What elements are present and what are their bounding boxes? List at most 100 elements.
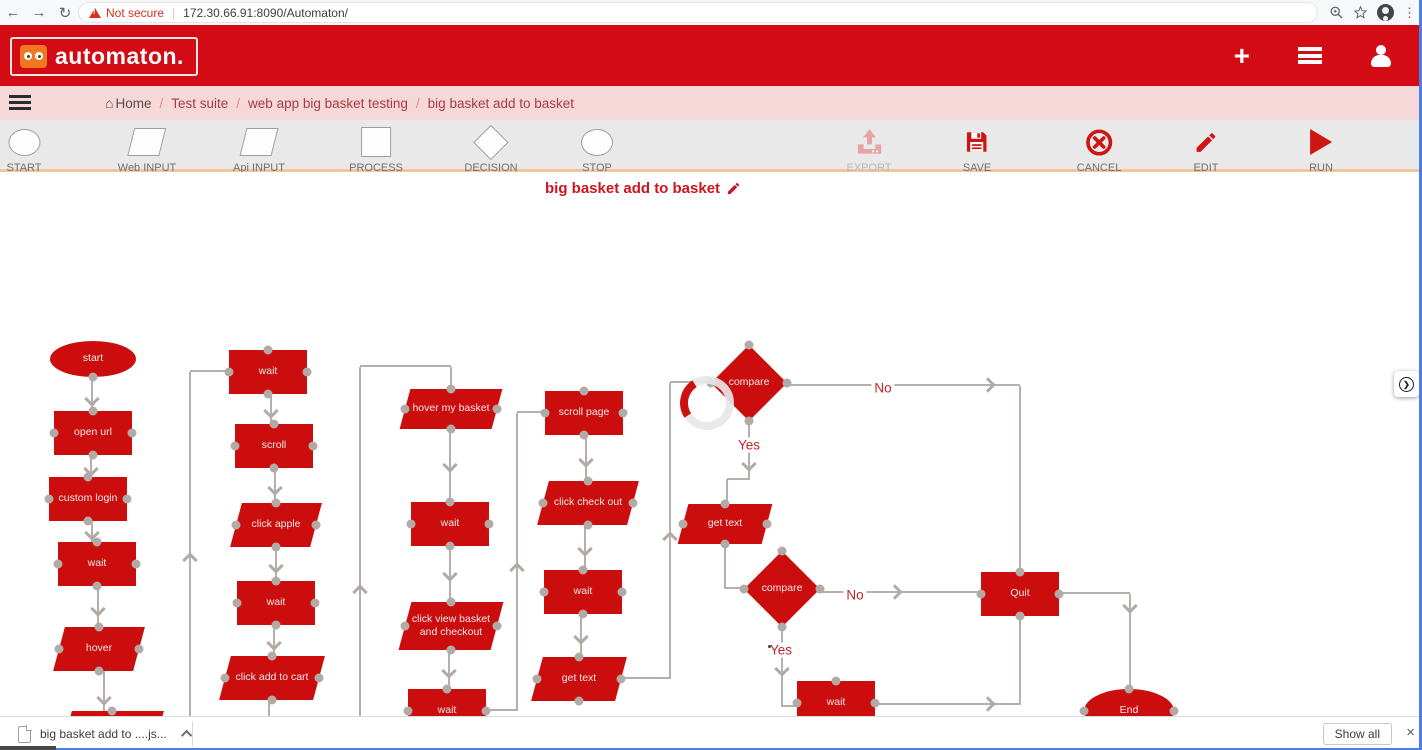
download-item[interactable]: big basket add to ....js... <box>18 717 192 750</box>
breadcrumb-test-suite[interactable]: Test suite <box>171 95 229 111</box>
browser-menu-icon[interactable]: ⋮ <box>1403 4 1416 20</box>
port-handle[interactable] <box>442 684 452 694</box>
port-handle[interactable] <box>579 386 589 396</box>
port-handle[interactable] <box>492 621 502 631</box>
port-handle[interactable] <box>83 472 93 482</box>
tool-stop[interactable]: STOP <box>581 126 613 174</box>
flow-node-click-add-to-cart[interactable]: click add to cart <box>219 656 325 700</box>
port-handle[interactable] <box>230 441 240 451</box>
flow-node-end[interactable]: End <box>1084 689 1174 716</box>
sidebar-toggle-icon[interactable] <box>9 95 31 110</box>
port-handle[interactable] <box>762 519 772 529</box>
flow-node-wait[interactable]: wait <box>411 502 489 546</box>
flow-node-click-apple[interactable]: click apple <box>230 503 322 547</box>
port-handle[interactable] <box>94 622 104 632</box>
port-handle[interactable] <box>539 587 549 597</box>
breadcrumb-project[interactable]: web app big basket testing <box>248 95 408 111</box>
breadcrumb-home[interactable]: ⌂ Home <box>105 95 152 111</box>
port-handle[interactable] <box>1169 706 1179 716</box>
port-handle[interactable] <box>574 652 584 662</box>
port-handle[interactable] <box>628 498 638 508</box>
port-handle[interactable] <box>532 674 542 684</box>
flow-node-wait[interactable]: wait <box>58 542 136 586</box>
port-handle[interactable] <box>271 542 281 552</box>
port-handle[interactable] <box>53 559 63 569</box>
flow-canvas[interactable]: No Yes No Yes start open url custom login wait h… <box>0 172 1422 716</box>
port-handle[interactable] <box>88 450 98 460</box>
port-handle[interactable] <box>538 498 548 508</box>
port-handle[interactable] <box>616 674 626 684</box>
profile-avatar[interactable] <box>1377 4 1394 21</box>
port-handle[interactable] <box>446 384 456 394</box>
port-handle[interactable] <box>88 406 98 416</box>
port-handle[interactable] <box>134 644 144 654</box>
port-handle[interactable] <box>220 673 230 683</box>
port-handle[interactable] <box>1124 684 1134 694</box>
flow-node-wait[interactable]: wait <box>229 350 307 394</box>
download-filename[interactable]: big basket add to ....js... <box>40 727 167 741</box>
port-handle[interactable] <box>263 389 273 399</box>
add-icon[interactable]: + <box>1233 39 1250 71</box>
port-handle[interactable] <box>782 378 792 388</box>
port-handle[interactable] <box>271 620 281 630</box>
port-handle[interactable] <box>678 519 688 529</box>
flow-node-click-view-basket-and-checkout[interactable]: click view basket and checkout <box>398 602 504 650</box>
port-handle[interactable] <box>720 499 730 509</box>
port-handle[interactable] <box>92 581 102 591</box>
port-handle[interactable] <box>269 463 279 473</box>
port-handle[interactable] <box>92 537 102 547</box>
save-button[interactable]: SAVE <box>963 126 991 174</box>
port-handle[interactable] <box>406 519 416 529</box>
port-handle[interactable] <box>720 539 730 549</box>
port-handle[interactable] <box>1054 589 1064 599</box>
chevron-up-icon[interactable] <box>180 729 192 742</box>
port-handle[interactable] <box>94 666 104 676</box>
port-handle[interactable] <box>1079 706 1089 716</box>
port-handle[interactable] <box>400 621 410 631</box>
flow-node-hover[interactable]: hover <box>53 627 145 671</box>
flow-node-click-check-out[interactable]: click check out <box>537 481 639 525</box>
port-handle[interactable] <box>88 372 98 382</box>
port-handle[interactable] <box>127 428 137 438</box>
flow-node-scroll-page[interactable]: scroll page <box>545 391 623 435</box>
port-handle[interactable] <box>870 698 880 708</box>
menu-icon[interactable] <box>1298 47 1322 64</box>
user-icon[interactable] <box>1370 44 1392 67</box>
port-handle[interactable] <box>618 408 628 418</box>
port-handle[interactable] <box>583 476 593 486</box>
flow-node-compare[interactable]: compare <box>744 551 820 627</box>
port-handle[interactable] <box>446 424 456 434</box>
run-button[interactable]: RUN <box>1309 126 1333 174</box>
back-icon[interactable]: ← <box>5 4 21 21</box>
port-handle[interactable] <box>446 645 456 655</box>
tool-web-input[interactable]: Web INPUT <box>118 126 176 174</box>
flow-node-get-text[interactable]: get text <box>677 504 773 544</box>
port-handle[interactable] <box>54 644 64 654</box>
port-handle[interactable] <box>314 673 324 683</box>
port-handle[interactable] <box>403 706 413 716</box>
port-handle[interactable] <box>1015 611 1025 621</box>
port-handle[interactable] <box>739 584 749 594</box>
port-handle[interactable] <box>271 498 281 508</box>
port-handle[interactable] <box>484 519 494 529</box>
port-handle[interactable] <box>232 598 242 608</box>
port-handle[interactable] <box>777 546 787 556</box>
export-button[interactable]: EXPORT <box>846 126 892 174</box>
tool-process[interactable]: PROCESS <box>349 126 403 174</box>
flow-node-hover-my-basket[interactable]: hover my basket <box>399 389 503 429</box>
port-handle[interactable] <box>578 609 588 619</box>
port-handle[interactable] <box>540 408 550 418</box>
flow-node-start[interactable]: start <box>50 341 136 377</box>
flow-node-wait[interactable]: wait <box>237 581 315 625</box>
port-handle[interactable] <box>976 589 986 599</box>
panel-expand-button[interactable]: ❯ <box>1394 371 1419 397</box>
flow-node-wait[interactable]: wait <box>408 689 486 716</box>
port-handle[interactable] <box>311 520 321 530</box>
port-handle[interactable] <box>122 494 132 504</box>
port-handle[interactable] <box>583 520 593 530</box>
flow-node-wait[interactable]: wait <box>544 570 622 614</box>
port-handle[interactable] <box>271 576 281 586</box>
flow-node-wait[interactable]: wait <box>797 681 875 716</box>
port-handle[interactable] <box>44 494 54 504</box>
port-handle[interactable] <box>492 404 502 414</box>
